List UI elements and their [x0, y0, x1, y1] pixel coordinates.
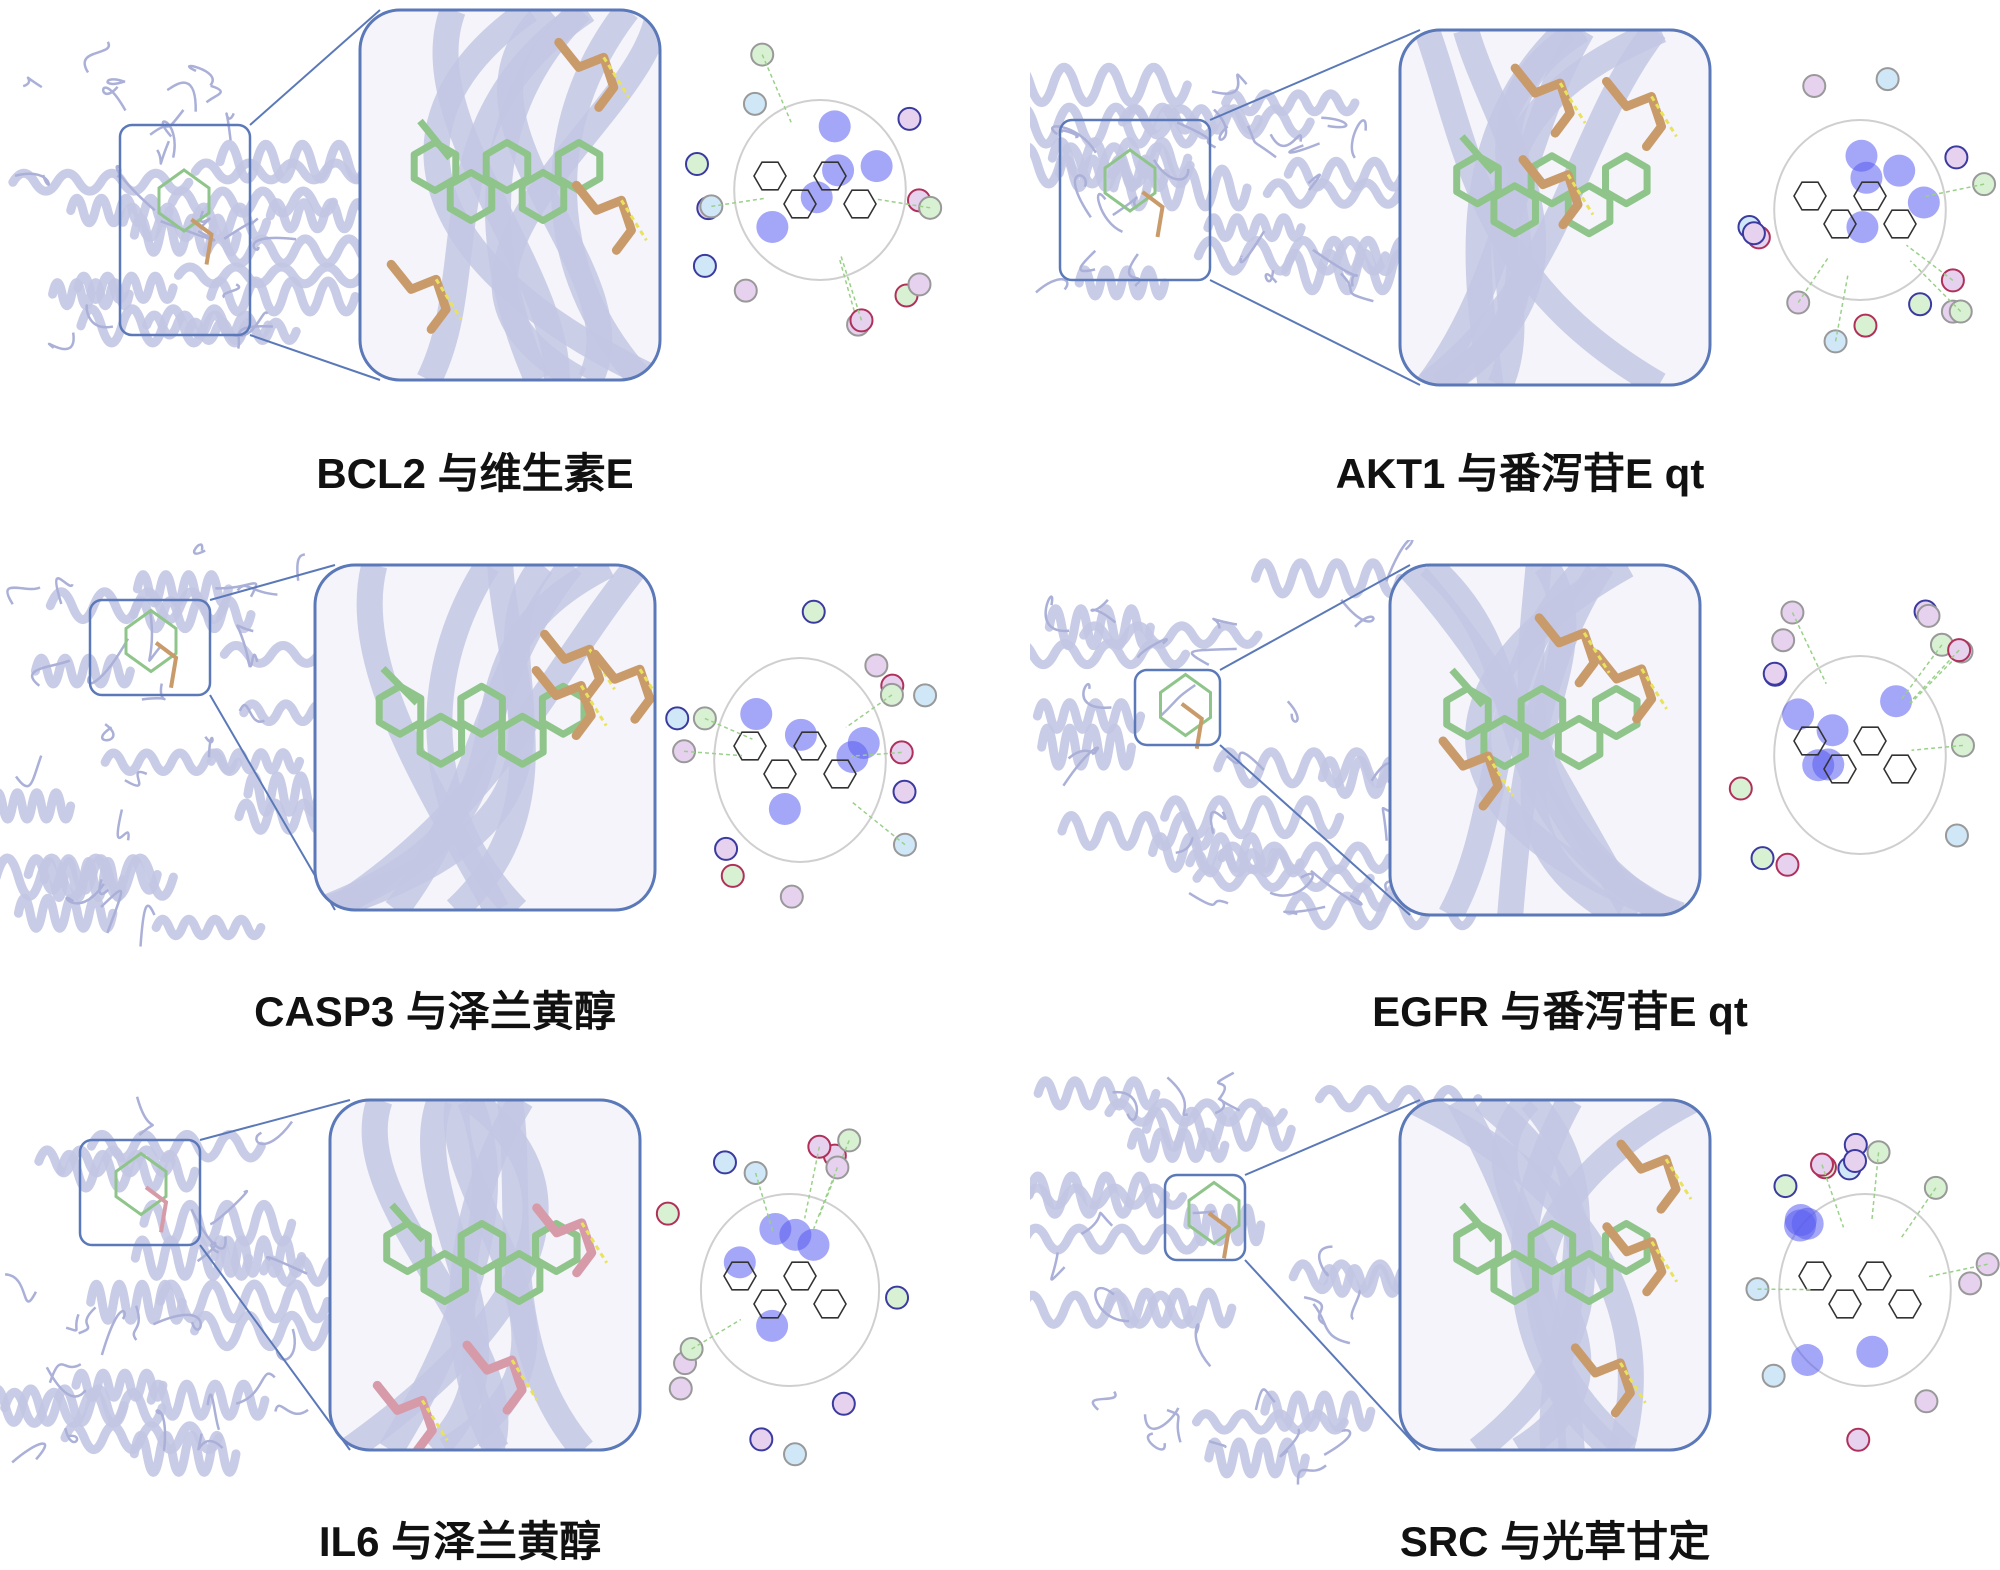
selection-box — [1133, 668, 1222, 747]
protein-structure — [0, 1096, 392, 1477]
ligand-mini — [1103, 148, 1157, 213]
ligand-sticks — [383, 1202, 581, 1305]
protein-structure — [1030, 540, 1489, 931]
ligand-sticks — [410, 118, 604, 224]
ligand-mini — [1159, 672, 1212, 738]
protein-structure — [1030, 62, 1467, 303]
interaction-2d-diagram — [1745, 1132, 2000, 1452]
ligand-sticks — [1453, 1202, 1651, 1305]
zoom-inset — [1388, 563, 1702, 917]
ligand-sticks — [375, 666, 588, 768]
zoom-inset — [328, 1098, 642, 1452]
zoom-inset — [1398, 28, 1712, 387]
zoom-frame — [1388, 563, 1702, 917]
ligand-mini — [114, 1151, 168, 1217]
caption-akt1: AKT1 与番泻苷E qt — [1335, 450, 1705, 497]
panel-bcl2 — [0, 0, 1000, 510]
zoom-frame — [358, 8, 662, 382]
panel-casp3 — [0, 540, 1000, 1050]
residue-sticks — [372, 1203, 608, 1450]
selection-box — [88, 598, 212, 697]
selection-box — [118, 123, 252, 337]
docking-figure-egfr — [1030, 540, 1975, 931]
selection-box — [78, 1138, 202, 1247]
interaction-2d-diagram — [1737, 67, 1997, 354]
panel-src — [1030, 1070, 2000, 1570]
residue-sticks — [1570, 1139, 1693, 1418]
residue-sticks — [1438, 613, 1668, 811]
protein-structure — [8, 41, 387, 351]
docking-figure-casp3 — [0, 543, 938, 947]
selection-box — [1058, 118, 1212, 282]
ligand-sticks — [1443, 667, 1641, 770]
docking-figure-src — [1030, 1071, 2000, 1485]
ligand-mini — [157, 168, 211, 233]
residue-sticks — [386, 37, 648, 334]
docking-figure-il6 — [0, 1096, 910, 1477]
docking-figure-bcl2 — [8, 8, 943, 382]
zoom-inset — [1398, 1098, 1712, 1452]
selection-box — [1163, 1173, 1247, 1262]
interaction-2d-diagram — [665, 599, 938, 909]
panel-akt1 — [1030, 0, 2000, 510]
caption-bcl2: BCL2 与维生素E — [316, 450, 634, 497]
zoom-frame — [328, 1098, 642, 1452]
zoom-frame — [1398, 28, 1712, 387]
panel-il6 — [0, 1070, 1000, 1570]
docking-figure-akt1 — [1030, 28, 1997, 387]
residue-sticks — [1510, 63, 1678, 230]
caption-src: SRC 与光草甘定 — [1399, 1518, 1711, 1565]
ligand-mini — [1187, 1180, 1241, 1246]
zoom-inset — [358, 8, 662, 382]
caption-egfr: EGFR 与番泻苷E qt — [1372, 988, 1748, 1035]
interaction-2d-diagram — [1728, 599, 1975, 877]
panel-egfr — [1030, 540, 2000, 1050]
ligand-mini — [124, 608, 178, 674]
zoom-frame — [313, 563, 657, 912]
caption-il6: IL6 与泽兰黄醇 — [318, 1518, 602, 1565]
zoom-frame — [1398, 1098, 1712, 1452]
interaction-2d-diagram — [655, 1128, 910, 1467]
zoom-inset — [313, 563, 657, 912]
caption-casp3: CASP3 与泽兰黄醇 — [254, 988, 616, 1035]
residue-sticks — [531, 629, 655, 741]
interaction-2d-diagram — [684, 42, 943, 337]
